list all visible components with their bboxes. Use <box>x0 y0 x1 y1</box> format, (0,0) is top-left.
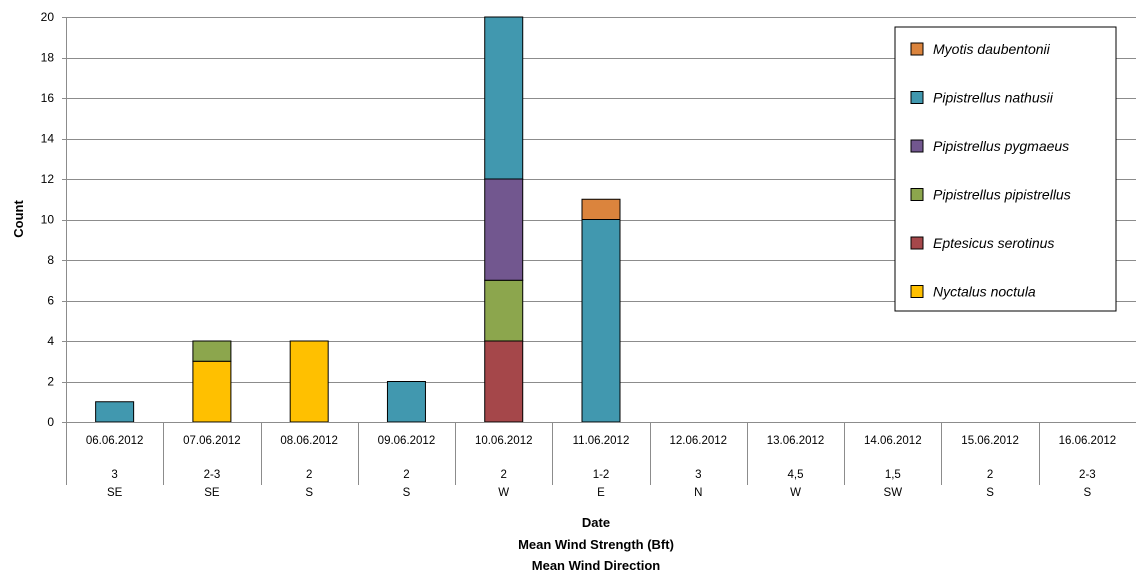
legend-frame <box>894 26 1117 312</box>
x-axis-title-line-3: Mean Wind Direction <box>532 558 661 573</box>
x-tick-label-date: 14.06.2012 <box>864 435 922 447</box>
x-tick-label-wind-direction: SW <box>884 487 903 499</box>
x-tick-label-wind-strength: 2-3 <box>1079 469 1096 481</box>
legend-label: Myotis daubentonii <box>933 41 1051 57</box>
legend-label: Pipistrellus pipistrellus <box>933 187 1071 203</box>
y-tick-label: 8 <box>47 253 54 267</box>
x-tick-label-wind-direction: W <box>498 487 509 499</box>
legend: Myotis daubentonii Pipistrellus nathusii P… <box>894 26 1117 312</box>
x-tick-label-wind-strength: 3 <box>695 469 701 481</box>
x-tick-label-wind-strength: 1,5 <box>885 469 901 481</box>
y-tick-label: 16 <box>41 91 55 105</box>
legend-label: Pipistrellus nathusii <box>933 90 1054 106</box>
x-tick-label-wind-direction: W <box>790 487 801 499</box>
bar-segment <box>581 219 621 423</box>
y-tick-labels: 0 2 4 6 8 10 12 14 16 18 20 <box>41 10 55 429</box>
legend-swatch <box>910 139 924 153</box>
x-tick-label-date: 09.06.2012 <box>378 435 436 447</box>
bar-segment <box>95 401 135 423</box>
bar-segment <box>484 279 524 342</box>
y-tick-label: 6 <box>47 294 54 308</box>
legend-label: Eptesicus serotinus <box>933 235 1054 251</box>
y-tick-label: 2 <box>47 375 54 389</box>
x-tick-label-wind-direction: S <box>403 487 411 499</box>
bar-segment <box>484 178 524 281</box>
bar-segment <box>192 340 232 362</box>
y-tick-label: 0 <box>47 415 54 429</box>
x-tick-label-date: 13.06.2012 <box>767 435 825 447</box>
x-tick-label-date: 16.06.2012 <box>1059 435 1117 447</box>
legend-swatch <box>910 188 924 201</box>
x-tick-label-wind-strength: 2 <box>403 469 409 481</box>
x-axis-title-line-2: Mean Wind Strength (Bft) <box>518 537 674 552</box>
legend-label: Nyctalus noctula <box>933 284 1036 300</box>
x-axis-title-line-1: Date <box>582 515 610 530</box>
x-tick-label-date: 15.06.2012 <box>961 435 1019 447</box>
x-tick-label-wind-direction: E <box>597 487 605 499</box>
bar-segment <box>192 360 232 423</box>
x-tick-label-wind-direction: S <box>986 487 994 499</box>
x-tick-label-wind-strength: 2-3 <box>204 469 221 481</box>
bars <box>95 16 621 423</box>
y-tick-label: 18 <box>41 51 55 65</box>
x-tick-label-date: 12.06.2012 <box>669 435 727 447</box>
legend-swatch <box>910 236 924 250</box>
x-tick-labels: 06.06.20123SE07.06.20122-3SE08.06.20122S… <box>86 435 1116 499</box>
y-axis-title: Count <box>11 200 26 238</box>
x-tick-label-wind-direction: SE <box>107 487 123 499</box>
x-tick-label-wind-strength: 3 <box>111 469 117 481</box>
x-tick-label-date: 11.06.2012 <box>573 435 630 447</box>
bar-segment <box>484 340 524 423</box>
x-tick-label-date: 06.06.2012 <box>86 435 144 447</box>
legend-swatch <box>910 91 924 104</box>
x-tick-label-wind-direction: SE <box>204 487 220 499</box>
x-tick-label-date: 07.06.2012 <box>183 435 241 447</box>
y-tick-label: 12 <box>41 172 55 186</box>
x-tick-label-wind-strength: 2 <box>501 469 507 481</box>
bar-segment <box>581 198 621 220</box>
x-tick-label-wind-strength: 4,5 <box>788 469 804 481</box>
y-tick-label: 4 <box>47 334 54 348</box>
x-tick-label-wind-direction: N <box>694 487 702 499</box>
bar-segment <box>484 16 524 180</box>
x-tick-label-wind-strength: 2 <box>987 469 993 481</box>
x-tick-label-wind-direction: S <box>305 487 313 499</box>
y-tick-label: 20 <box>41 10 55 24</box>
x-tick-label-date: 10.06.2012 <box>475 435 533 447</box>
y-tick-label: 14 <box>41 132 55 146</box>
legend-label: Pipistrellus pygmaeus <box>933 138 1069 154</box>
bar-segment <box>289 340 329 423</box>
x-tick-label-wind-strength: 1-2 <box>593 469 610 481</box>
bar-segment <box>386 381 426 423</box>
legend-swatch <box>910 42 924 56</box>
legend-swatch <box>910 285 924 298</box>
axes <box>66 17 1136 485</box>
y-tick-label: 10 <box>41 213 55 227</box>
x-tick-label-wind-strength: 2 <box>306 469 312 481</box>
x-tick-label-wind-direction: S <box>1084 487 1092 499</box>
x-tick-label-date: 08.06.2012 <box>280 435 338 447</box>
